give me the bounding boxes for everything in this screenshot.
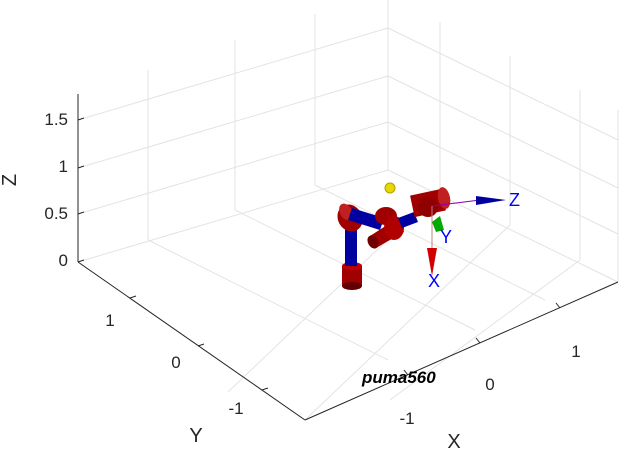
y-axis-label: Y [189,425,202,447]
target-marker [384,182,396,194]
frame-z-label: Z [509,190,520,210]
link-3 [398,212,418,228]
y-tick-label: 1 [105,311,114,330]
x-tick-label: 1 [571,342,580,361]
x-axis-label: X [447,431,460,452]
tool-frame: Z X Y [427,190,520,291]
z-tick-label: 1 [59,157,68,176]
axis-lines [77,94,619,421]
x-tick-label: -1 [399,409,414,428]
frame-z-arrow [476,196,506,205]
z-tick-label: 0 [59,251,68,270]
x-tick-labels: -1 0 1 [399,342,580,428]
x-tick-label: 0 [485,375,494,394]
grid-lines [77,0,619,421]
z-tick-labels: 1.5 1 0.5 0 [44,110,68,270]
frame-y-arrow [432,216,444,232]
frame-x-arrow [427,248,437,276]
z-axis-label: Z [0,174,21,186]
frame-x-label: X [428,271,440,291]
base-joint [342,266,362,286]
frame-y-label: Y [440,227,452,247]
y-tick-label: -1 [228,399,243,418]
z-tick-label: 0.5 [44,204,68,223]
y-tick-labels: 1 0 -1 [105,311,243,418]
robot-model [337,187,451,290]
z-tick-label: 1.5 [44,110,68,129]
link-2 [348,208,384,230]
y-tick-label: 0 [171,353,180,372]
robot-name-label: puma560 [361,368,436,387]
